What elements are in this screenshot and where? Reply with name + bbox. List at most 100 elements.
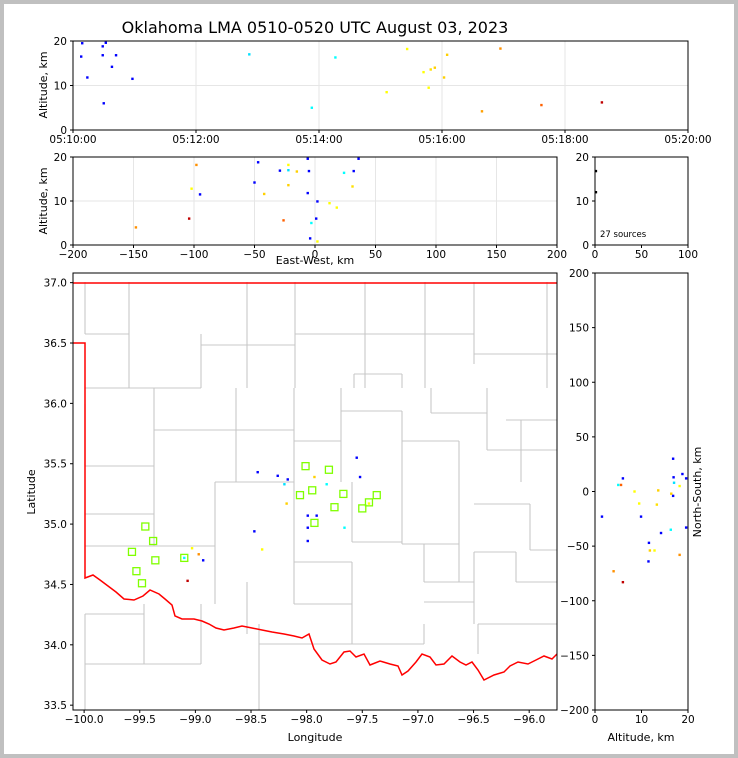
time-height-point bbox=[422, 70, 425, 74]
station-marker bbox=[358, 504, 367, 513]
southern-state-border bbox=[73, 342, 557, 681]
histogram-point bbox=[594, 191, 598, 194]
histogram-ytick-label: 0 bbox=[582, 240, 589, 252]
time-height-xtick-label: 05:10:00 bbox=[49, 134, 96, 146]
north-south-point bbox=[621, 580, 625, 584]
time-height-point bbox=[540, 103, 543, 107]
plan-view-point bbox=[260, 548, 264, 551]
plan-view-xtick-label: −96.0 bbox=[513, 714, 545, 726]
east-west-point bbox=[351, 185, 354, 188]
station-markers bbox=[127, 461, 381, 588]
time-height-point bbox=[385, 90, 388, 94]
north-south-ytick-label: −50 bbox=[567, 541, 589, 553]
time-height-point bbox=[86, 76, 89, 79]
time-height-point bbox=[445, 53, 449, 56]
north-south-ytick-label: 200 bbox=[569, 268, 589, 280]
plan-view-xtick-label: −99.0 bbox=[179, 714, 211, 726]
plan-view-point bbox=[197, 553, 200, 556]
station-marker bbox=[310, 518, 319, 528]
east-west-xtick-label: −150 bbox=[119, 249, 148, 261]
north-south-ytick-label: −200 bbox=[560, 705, 589, 717]
station-marker bbox=[372, 490, 381, 500]
north-south-ytick-label: 0 bbox=[582, 487, 589, 499]
north-south-xtick-label: 10 bbox=[635, 714, 648, 726]
station-marker bbox=[132, 567, 141, 576]
station-marker bbox=[151, 556, 160, 565]
station-marker bbox=[148, 536, 158, 546]
altitude-histogram-panel: 0 50 100 0 10 20 27 sources bbox=[576, 152, 698, 261]
north-south-point bbox=[655, 503, 659, 506]
plan-view-ytick-label: 35.0 bbox=[44, 519, 67, 531]
time-height-point bbox=[600, 101, 604, 104]
east-west-xtick-label: 100 bbox=[426, 249, 446, 261]
time-height-point bbox=[110, 65, 114, 69]
plan-view-point bbox=[286, 478, 289, 481]
figure-canvas: Oklahoma LMA 0510-0520 UTC August 03, 20… bbox=[4, 4, 734, 754]
time-height-point bbox=[81, 42, 84, 45]
east-west-panel: −200 −150 −100 −50 0 50 100 150 200 0 10 20 East-We… bbox=[37, 152, 567, 267]
plan-view-points bbox=[183, 456, 371, 583]
plan-view-point bbox=[306, 539, 309, 543]
plan-view-point bbox=[315, 514, 318, 517]
east-west-ytick-label: 10 bbox=[54, 196, 67, 208]
time-height-point bbox=[310, 106, 314, 109]
station-marker bbox=[364, 498, 374, 507]
east-west-point bbox=[287, 183, 290, 187]
east-west-point bbox=[328, 202, 331, 205]
east-west-xtick-label: −200 bbox=[59, 249, 88, 261]
time-height-point bbox=[104, 41, 107, 44]
north-south-point bbox=[637, 502, 641, 505]
plan-view-xtick-label: −96.5 bbox=[457, 714, 489, 726]
plan-view-frame bbox=[72, 272, 558, 711]
time-height-xtick-label: 05:12:00 bbox=[172, 134, 219, 146]
time-height-point bbox=[442, 76, 446, 79]
north-south-point bbox=[671, 494, 675, 498]
station-marker bbox=[141, 522, 150, 531]
north-south-point bbox=[639, 515, 643, 518]
time-height-point bbox=[405, 47, 409, 51]
north-south-panel: 0 10 20 −200 −150 −100 −50 0 50 100 150 200 Altitud… bbox=[560, 268, 704, 744]
plan-view-ytick-label: 35.5 bbox=[44, 459, 67, 471]
histogram-marks bbox=[594, 169, 598, 194]
time-height-ticks: 05:10:00 05:12:00 05:14:00 05:16:00 05:18:00… bbox=[49, 36, 711, 146]
north-south-point bbox=[681, 472, 684, 476]
east-west-point bbox=[342, 171, 346, 175]
north-south-point bbox=[653, 549, 656, 552]
time-height-point bbox=[131, 77, 134, 81]
time-height-grid bbox=[72, 40, 689, 131]
east-west-point bbox=[262, 192, 266, 196]
station-marker bbox=[295, 490, 305, 500]
north-south-point bbox=[648, 549, 652, 552]
figure-title: Oklahoma LMA 0510-0520 UTC August 03, 20… bbox=[122, 18, 509, 37]
north-south-point bbox=[647, 541, 651, 545]
east-west-point bbox=[308, 237, 312, 240]
lma-figure: Oklahoma LMA 0510-0520 UTC August 03, 20… bbox=[25, 18, 712, 744]
time-height-ytick-label: 10 bbox=[54, 81, 67, 93]
east-west-point bbox=[315, 217, 318, 220]
time-height-xtick-label: 05:16:00 bbox=[418, 134, 465, 146]
north-south-point bbox=[621, 477, 625, 480]
north-south-point bbox=[612, 570, 615, 573]
plan-view-clip bbox=[73, 273, 557, 710]
north-south-ytick-label: 150 bbox=[569, 323, 589, 335]
north-south-ticks: 0 10 20 −200 −150 −100 −50 0 50 100 150 200 bbox=[560, 268, 695, 726]
plan-view-ytick-label: 37.0 bbox=[44, 278, 67, 290]
north-south-ytick-label: −150 bbox=[560, 650, 589, 662]
north-south-point bbox=[672, 481, 676, 484]
histogram-point bbox=[594, 169, 598, 173]
east-west-point bbox=[134, 226, 138, 229]
east-west-ytick-label: 0 bbox=[60, 240, 67, 252]
north-south-point bbox=[619, 483, 623, 487]
north-south-ytick-label: 50 bbox=[576, 432, 589, 444]
north-south-point bbox=[671, 457, 675, 460]
time-height-ytick-label: 20 bbox=[54, 36, 67, 48]
east-west-point bbox=[187, 217, 191, 220]
plan-view-xtick-label: −98.0 bbox=[291, 714, 323, 726]
north-south-point bbox=[617, 483, 620, 487]
plan-view-point bbox=[355, 456, 358, 459]
north-south-point bbox=[657, 489, 660, 492]
plan-view-xtick-label: −97.5 bbox=[346, 714, 378, 726]
east-west-xtick-label: −100 bbox=[180, 249, 209, 261]
histogram-xtick-label: 0 bbox=[592, 249, 599, 261]
east-west-grid bbox=[72, 156, 558, 246]
